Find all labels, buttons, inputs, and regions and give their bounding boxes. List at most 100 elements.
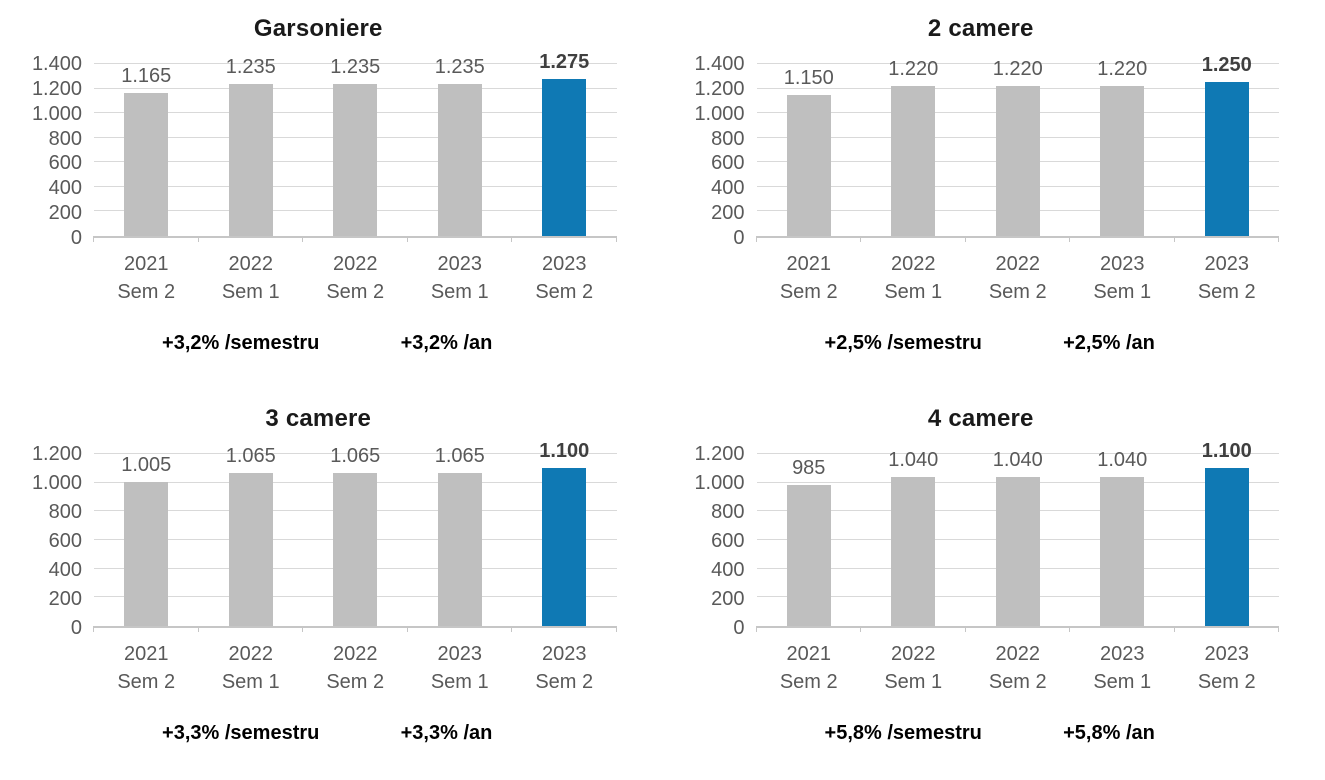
x-axis-category-label: 2022 Sem 1 bbox=[221, 253, 280, 303]
bar bbox=[891, 476, 936, 626]
annual-growth-label: +3,2% /an bbox=[400, 332, 493, 355]
y-axis-tick-label: 600 bbox=[711, 152, 745, 175]
gridline bbox=[756, 453, 1279, 454]
chart-title: Garsoniere bbox=[253, 15, 383, 42]
x-axis-category-label: 2023 Sem 2 bbox=[1197, 253, 1256, 303]
x-axis: 2021 Sem 2 2022 Sem 1 2022 Sem 2 2023 Sem 1 2023… bbox=[757, 251, 1280, 306]
annual-growth-label: +5,8% /an bbox=[1063, 722, 1155, 745]
y-axis-tick-label: 1.400 bbox=[694, 53, 745, 75]
bar-slot: 1.150 bbox=[757, 64, 862, 236]
chart-panel-3-camere: 3 camere 1.200 1.000 800 600 400 200 0 1.005 1.… bbox=[0, 390, 663, 780]
bar-slot: 1.165 bbox=[94, 64, 199, 236]
chart-panel-2-camere: 2 camere 1.400 1.200 1.000 800 600 400 200 0 1.… bbox=[663, 0, 1325, 390]
y-axis-tick-label: 800 bbox=[711, 501, 745, 523]
y-axis-tick-label: 600 bbox=[48, 152, 82, 175]
bar-value-label: 1.040 bbox=[1097, 448, 1148, 471]
bar-highlighted bbox=[542, 79, 587, 236]
x-axis-tick bbox=[615, 626, 617, 632]
x-axis-category-label: 2021 Sem 2 bbox=[117, 253, 176, 303]
plot-area: 1.150 1.220 1.220 1.220 1.250 bbox=[755, 55, 1280, 242]
bar-value-label: 1.100 bbox=[539, 440, 590, 463]
plot-area: 985 1.040 1.040 1.040 1.100 bbox=[755, 441, 1280, 632]
bar-value-label: 1.275 bbox=[539, 51, 590, 74]
bar-slot: 1.065 bbox=[408, 446, 513, 626]
x-axis-tick bbox=[1278, 626, 1279, 632]
bar-slot: 1.235 bbox=[408, 57, 513, 236]
y-axis-tick-label: 600 bbox=[711, 530, 745, 552]
bar-slot: 1.005 bbox=[94, 454, 199, 626]
bar-slot: 1.040 bbox=[1070, 450, 1175, 626]
x-axis-category-label: 2022 Sem 1 bbox=[884, 253, 943, 303]
y-axis-tick-label: 200 bbox=[48, 588, 82, 610]
x-axis-tick bbox=[1173, 236, 1175, 242]
growth-annotations: +2,5% /semestru +2,5% /an bbox=[683, 332, 1280, 358]
bar-value-label: 1.065 bbox=[225, 445, 276, 468]
bar-slot: 1.040 bbox=[966, 450, 1071, 626]
x-axis-category-label: 2022 Sem 2 bbox=[988, 643, 1047, 693]
x-axis-category-label: 2021 Sem 2 bbox=[117, 643, 176, 693]
x-axis-tick bbox=[93, 626, 94, 632]
y-axis-tick-label: 1.400 bbox=[31, 53, 82, 75]
bar-highlighted bbox=[1204, 468, 1249, 626]
bar-slot: 1.100 bbox=[1175, 441, 1280, 626]
y-axis-tick-label: 800 bbox=[711, 127, 745, 150]
plot-area: 1.005 1.065 1.065 1.065 1.100 bbox=[93, 441, 617, 632]
bar-slot: 1.040 bbox=[861, 450, 966, 626]
y-axis-tick-label: 400 bbox=[48, 559, 82, 581]
semester-growth-label: +5,8% /semestru bbox=[824, 722, 982, 745]
bar-value-label: 1.040 bbox=[888, 448, 939, 471]
y-axis-tick-label: 800 bbox=[48, 127, 82, 150]
chart-title: 4 camere bbox=[927, 405, 1034, 432]
x-axis-category-label: 2022 Sem 2 bbox=[988, 253, 1047, 303]
y-axis-tick-label: 0 bbox=[733, 227, 745, 249]
bar bbox=[228, 84, 273, 236]
bar-slot: 1.220 bbox=[1070, 59, 1175, 236]
x-axis-category-label: 2023 Sem 1 bbox=[1093, 643, 1152, 693]
bar-value-label: 985 bbox=[792, 456, 826, 479]
bar bbox=[437, 84, 482, 236]
x-axis-tick bbox=[1069, 626, 1070, 632]
y-axis-tick-label: 0 bbox=[70, 227, 82, 249]
bar-chart-4-camere: 1.200 1.000 800 600 400 200 0 985 1.040 1.040 1.0… bbox=[683, 441, 1280, 696]
growth-annotations: +5,8% /semestru +5,8% /an bbox=[683, 722, 1280, 748]
bar bbox=[124, 92, 169, 236]
x-axis-tick bbox=[860, 626, 861, 632]
bar-slot: 1.250 bbox=[1175, 55, 1280, 236]
gridline bbox=[756, 63, 1279, 64]
x-axis-category-label: 2023 Sem 1 bbox=[430, 253, 489, 303]
bar bbox=[1100, 476, 1145, 626]
y-axis-tick-label: 1.000 bbox=[31, 102, 82, 125]
x-axis-tick bbox=[1278, 236, 1279, 242]
y-axis-tick-label: 1.000 bbox=[694, 102, 745, 125]
semester-growth-label: +2,5% /semestru bbox=[824, 332, 982, 355]
chart-panel-4-camere: 4 camere 1.200 1.000 800 600 400 200 0 985 1.04… bbox=[663, 390, 1325, 780]
bar bbox=[437, 473, 482, 626]
annual-growth-label: +2,5% /an bbox=[1063, 332, 1155, 355]
x-axis-category-label: 2022 Sem 1 bbox=[221, 643, 280, 693]
y-axis: 1.200 1.000 800 600 400 200 0 bbox=[683, 444, 745, 638]
bar bbox=[333, 84, 378, 236]
bar-slot: 1.100 bbox=[512, 441, 617, 626]
chart-panel-garsoniere: Garsoniere 1.400 1.200 1.000 800 600 400 200 0 … bbox=[0, 0, 663, 390]
y-axis-tick-label: 1.200 bbox=[31, 443, 82, 465]
bar-value-label: 1.100 bbox=[1201, 440, 1252, 463]
chart-title: 3 camere bbox=[265, 405, 372, 432]
bar bbox=[333, 473, 378, 626]
bar-slot: 1.065 bbox=[303, 446, 408, 626]
x-axis-tick bbox=[755, 626, 757, 632]
y-axis-tick-label: 1.200 bbox=[694, 443, 745, 465]
bar-value-label: 1.235 bbox=[330, 56, 381, 79]
x-axis-tick bbox=[302, 626, 303, 632]
y-axis: 1.400 1.200 1.000 800 600 400 200 0 bbox=[20, 54, 82, 248]
y-axis-tick-label: 0 bbox=[733, 617, 745, 639]
bar-slot: 1.275 bbox=[512, 52, 617, 236]
bar bbox=[228, 473, 273, 626]
x-axis-category-label: 2022 Sem 1 bbox=[884, 643, 943, 693]
y-axis-tick-label: 400 bbox=[48, 177, 82, 200]
bar-value-label: 1.235 bbox=[225, 56, 276, 79]
y-axis-tick-label: 200 bbox=[48, 202, 82, 225]
y-axis: 1.400 1.200 1.000 800 600 400 200 0 bbox=[683, 54, 745, 248]
y-axis-tick-label: 600 bbox=[48, 530, 82, 552]
x-axis-tick bbox=[1173, 626, 1175, 632]
